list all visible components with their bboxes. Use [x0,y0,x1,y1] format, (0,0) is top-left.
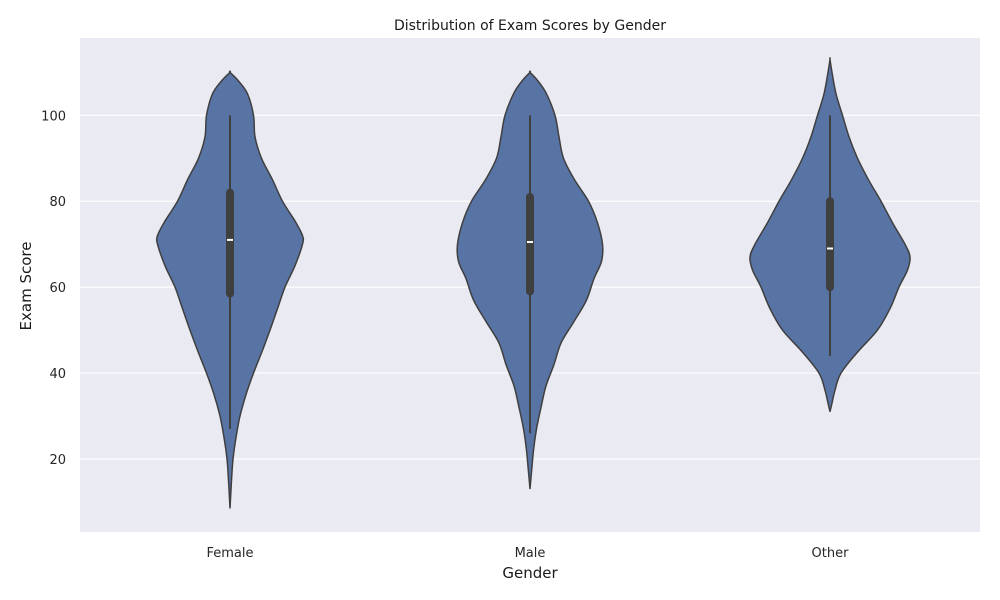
y-axis-label: Exam Score [17,242,35,331]
y-tick-label: 20 [49,453,66,468]
x-tick-label: Male [515,546,546,561]
x-tick-label: Female [206,546,253,561]
y-tick-label: 100 [41,109,66,124]
y-tick-label: 80 [49,195,66,210]
x-tick-label: Other [812,546,850,561]
x-tick-labels: Female Male Other [206,546,849,561]
x-axis-label: Gender [502,564,558,582]
y-tick-label: 40 [49,367,66,382]
violins [155,57,911,509]
y-tick-labels: 20 40 60 80 100 [41,109,66,468]
chart-title: Distribution of Exam Scores by Gender [394,18,666,34]
y-tick-label: 60 [49,281,66,296]
